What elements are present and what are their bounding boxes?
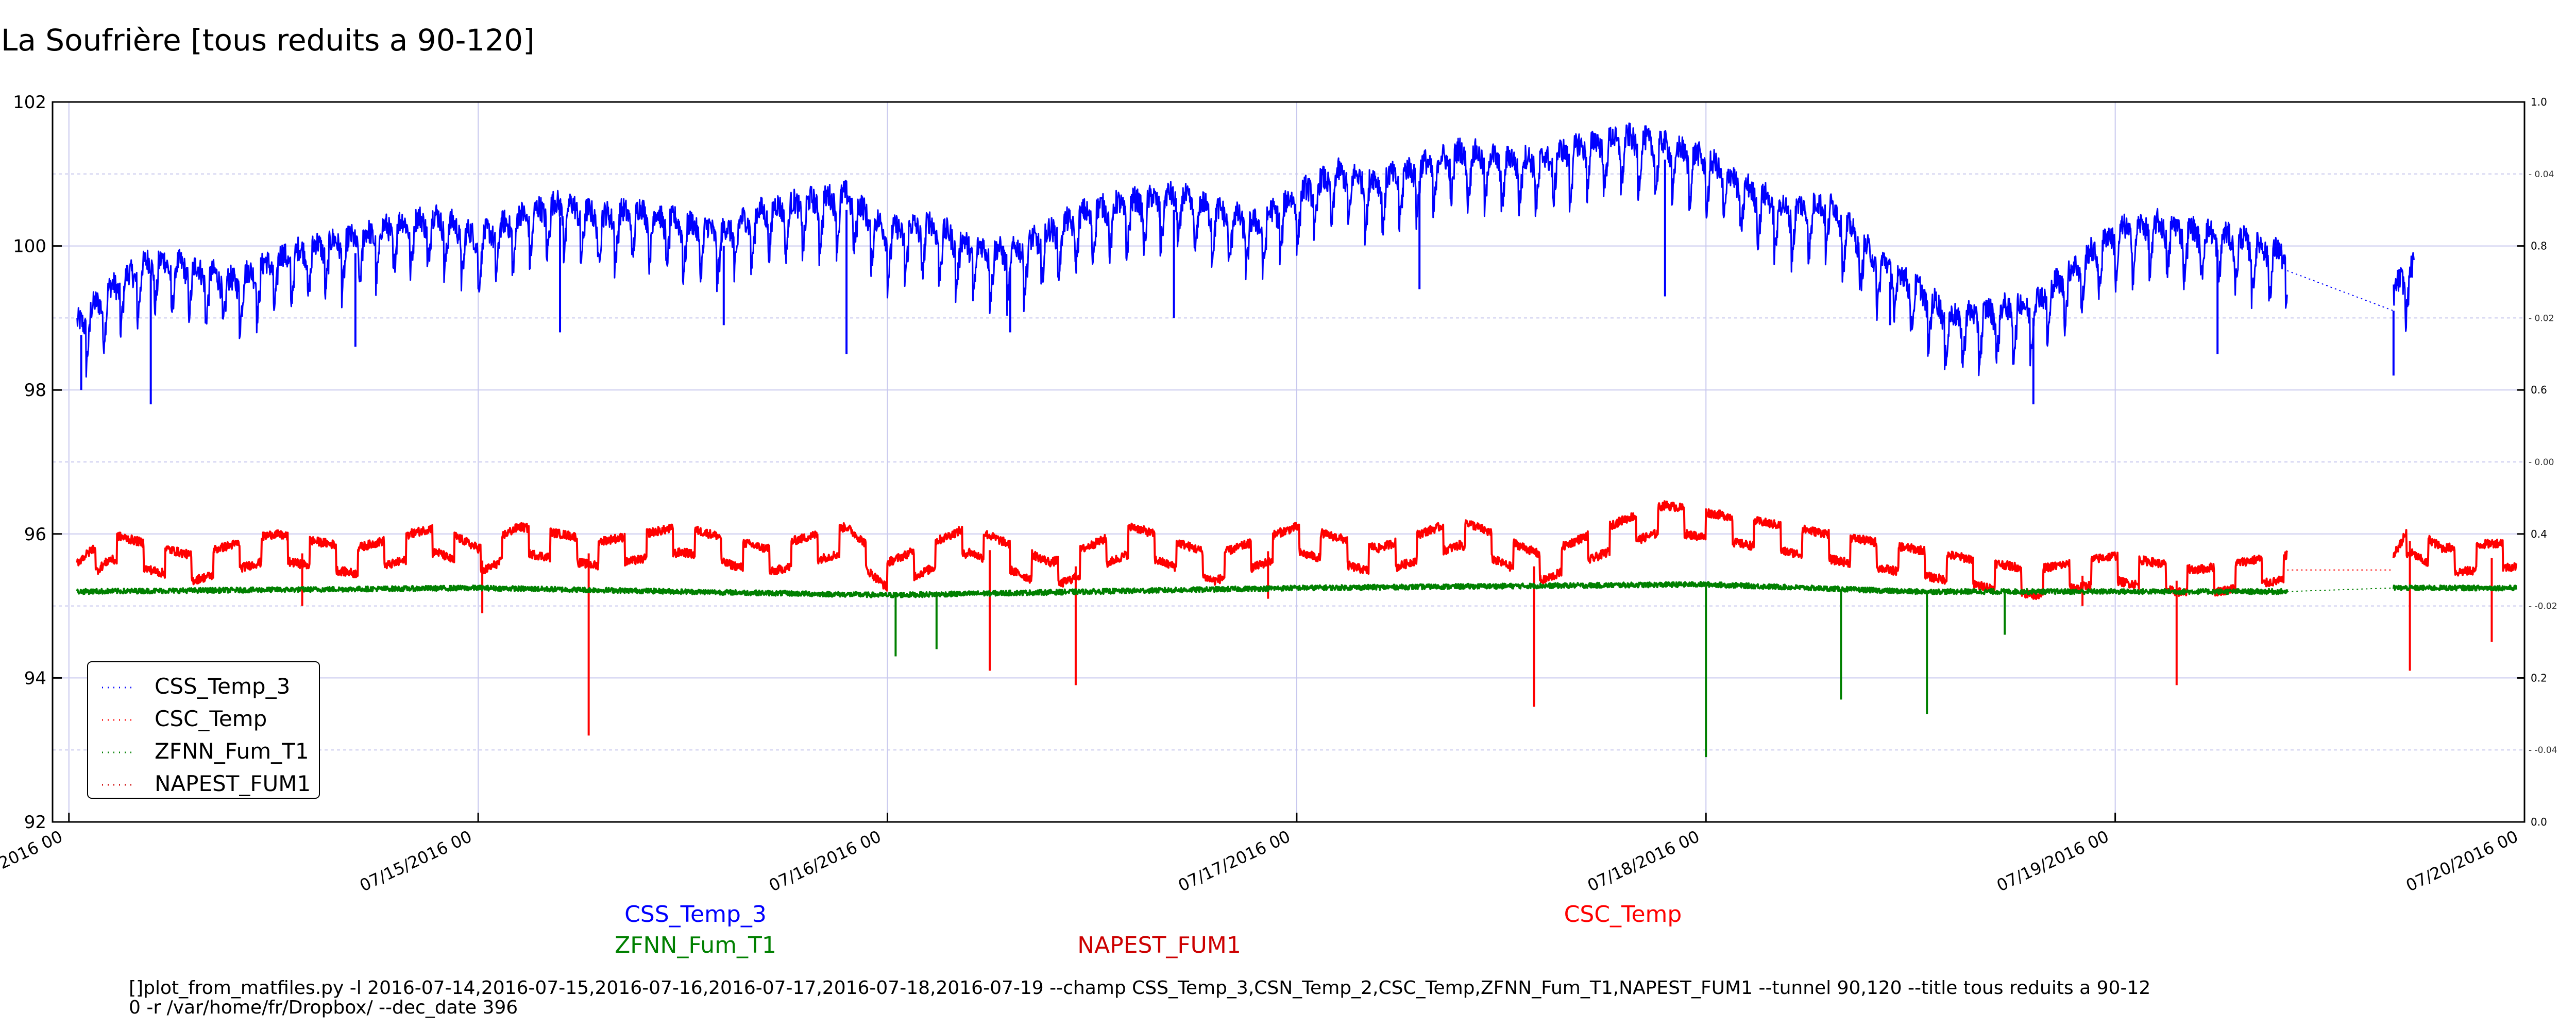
series-gap-ZFNN_Fum_T1: [2287, 587, 2394, 592]
y-right-tick-label-3: 0.4: [2531, 528, 2547, 540]
series-line-CSS_Temp_3-1: [2393, 252, 2415, 332]
series-ZFNN_Fum_T1: [76, 581, 2518, 758]
y-right-tick-label-2: 0.6: [2531, 384, 2547, 396]
y-right-inner-label-0: - 0.04: [2529, 169, 2554, 180]
legend-box: [87, 661, 320, 799]
y-right-tick-label-0: 1.0: [2531, 96, 2547, 108]
x-tick-label-3: 07/17/2016 00: [1175, 827, 1293, 896]
series-line-CSC_Temp-0: [76, 500, 2289, 600]
annotation-CSC_Temp: CSC_Temp: [1564, 901, 1682, 928]
x-tick-label-2: 07/16/2016 00: [766, 827, 884, 896]
y-tick-label-5: 102: [13, 92, 46, 113]
chart-title: La Soufrière [tous reduits a 90-120]: [1, 23, 535, 58]
y-axis-right: 1.0 0.8 0.6 0.4 0.2 0.0 - 0.04 - 0.02 - 0.00 - -0…: [2517, 96, 2557, 828]
plot-frame: [52, 101, 2526, 823]
series-line-ZFNN_Fum_T1-1: [2392, 584, 2518, 592]
series-gap-CSS_Temp_3: [2286, 270, 2394, 312]
command-line-1: []plot_from_matfiles.py -l 2016-07-14,20…: [129, 977, 2151, 999]
annotation-CSS_Temp_3: CSS_Temp_3: [624, 901, 767, 928]
y-right-tick-label-5: 0.0: [2531, 816, 2547, 828]
x-tick-label-1: 07/15/2016 00: [357, 827, 474, 896]
series-line-CSC_Temp-1: [2392, 529, 2518, 577]
x-tick-label-4: 07/18/2016 00: [1584, 827, 1702, 896]
legend-label-CSC_Temp: CSC_Temp: [155, 706, 267, 731]
series-annotations: CSS_Temp_3 ZFNN_Fum_T1 NAPEST_FUM1 CSC_Temp: [615, 901, 1682, 958]
y-right-inner-label-1: - 0.02: [2529, 313, 2554, 323]
series-line-ZFNN_Fum_T1-0: [76, 581, 2289, 598]
y-tick-label-1: 94: [24, 668, 46, 689]
grid: [53, 101, 2525, 822]
y-tick-label-2: 96: [24, 524, 46, 545]
legend-label-CSS_Temp_3: CSS_Temp_3: [155, 674, 290, 699]
x-axis: 07/14/2016 00 07/15/2016 00 07/16/2016 00 0…: [0, 813, 2526, 896]
annotation-ZFNN_Fum_T1: ZFNN_Fum_T1: [615, 932, 776, 958]
y-right-tick-label-4: 0.2: [2531, 672, 2547, 684]
y-right-inner-label-2: - 0.00: [2529, 457, 2554, 468]
y-axis: 92 94 96 98 100 102: [13, 92, 62, 833]
x-tick-label-0: 07/14/2016 00: [0, 827, 65, 896]
x-tick-label-6: 07/20/2016 00: [2403, 827, 2521, 896]
y-tick-label-3: 98: [24, 380, 46, 401]
series-line-CSS_Temp_3-0: [76, 122, 2288, 378]
legend-label-NAPEST_FUM1: NAPEST_FUM1: [155, 771, 311, 796]
series-layer: [76, 122, 2518, 758]
y-tick-label-0: 92: [24, 812, 46, 833]
x-tick-label-5: 07/19/2016 00: [1994, 827, 2112, 896]
annotation-NAPEST_FUM1: NAPEST_FUM1: [1077, 932, 1241, 958]
y-right-inner-label-4: - -0.04: [2529, 745, 2557, 756]
legend-label-ZFNN_Fum_T1: ZFNN_Fum_T1: [155, 739, 309, 764]
series-CSC_Temp: [76, 500, 2518, 736]
command-line-2: 0 -r /var/home/fr/Dropbox/ --dec_date 39…: [129, 997, 518, 1018]
y-right-tick-label-1: 0.8: [2531, 240, 2547, 252]
y-tick-label-4: 100: [13, 236, 46, 257]
series-CSS_Temp_3: [76, 122, 2415, 405]
y-right-inner-label-3: - -0.02: [2529, 602, 2557, 612]
legend: CSS_Temp_3 CSC_Temp ZFNN_Fum_T1 NAPEST_FUM1: [87, 661, 320, 799]
